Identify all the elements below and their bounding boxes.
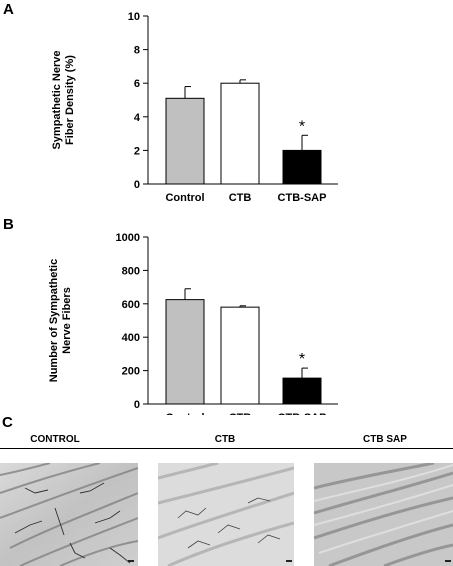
y-tick-label: 4 bbox=[134, 112, 141, 124]
bar-control bbox=[165, 97, 205, 185]
bar-ctb bbox=[220, 82, 260, 185]
x-tick-label: Control bbox=[165, 192, 204, 204]
micrograph-control-image bbox=[0, 463, 138, 566]
panel-label-a: A bbox=[3, 1, 14, 18]
fiber-count-bar-chart: 0 200 400 600 800 1000 Number of Sympathetic Ne… bbox=[48, 232, 338, 415]
y-tick-label: 0 bbox=[134, 399, 140, 411]
y-tick-label: 6 bbox=[134, 78, 140, 90]
micrograph-ctb-sap-image bbox=[314, 463, 453, 566]
fiber-density-bar-chart: 0 2 4 6 8 10 Sympathetic Nerve Fiber Density (%… bbox=[51, 11, 338, 204]
x-tick-label: CTB bbox=[229, 412, 252, 415]
bar-ctb bbox=[220, 306, 260, 405]
significance-marker: * bbox=[299, 118, 305, 135]
x-tick-label: CTB-SAP bbox=[278, 412, 327, 415]
y-axis-label: Nerve Fibers bbox=[61, 287, 73, 354]
bar-ctb-sap bbox=[282, 377, 322, 405]
x-tick-label: Control bbox=[165, 412, 204, 415]
micrograph-title-ctb-sap: CTB SAP bbox=[363, 434, 407, 445]
y-axis-label: Fiber Density (%) bbox=[64, 55, 76, 145]
panel-label-c: C bbox=[2, 414, 13, 431]
micrograph-title-control: CONTROL bbox=[30, 434, 80, 445]
bar-control bbox=[165, 299, 205, 405]
y-tick-label: 0 bbox=[134, 179, 140, 191]
x-tick-label: CTB-SAP bbox=[278, 192, 327, 204]
y-tick-label: 600 bbox=[122, 299, 140, 311]
y-tick-label: 400 bbox=[122, 332, 140, 344]
y-axis-label: Number of Sympathetic bbox=[48, 259, 60, 382]
bar-ctb-sap bbox=[282, 149, 322, 185]
x-tick-label: CTB bbox=[229, 192, 252, 204]
y-tick-label: 800 bbox=[122, 265, 140, 277]
y-tick-label: 1000 bbox=[116, 232, 140, 244]
y-axis-label: Sympathetic Nerve bbox=[51, 50, 63, 149]
panel-label-b: B bbox=[3, 216, 14, 233]
micrograph-ctb-image bbox=[158, 463, 294, 566]
significance-marker: * bbox=[299, 351, 305, 368]
y-tick-label: 200 bbox=[122, 366, 140, 378]
y-tick-label: 8 bbox=[134, 45, 140, 57]
micrograph-title-ctb: CTB bbox=[214, 434, 236, 445]
y-tick-label: 10 bbox=[128, 11, 140, 23]
y-tick-label: 2 bbox=[134, 145, 140, 157]
micrograph-header-rule bbox=[0, 448, 453, 449]
